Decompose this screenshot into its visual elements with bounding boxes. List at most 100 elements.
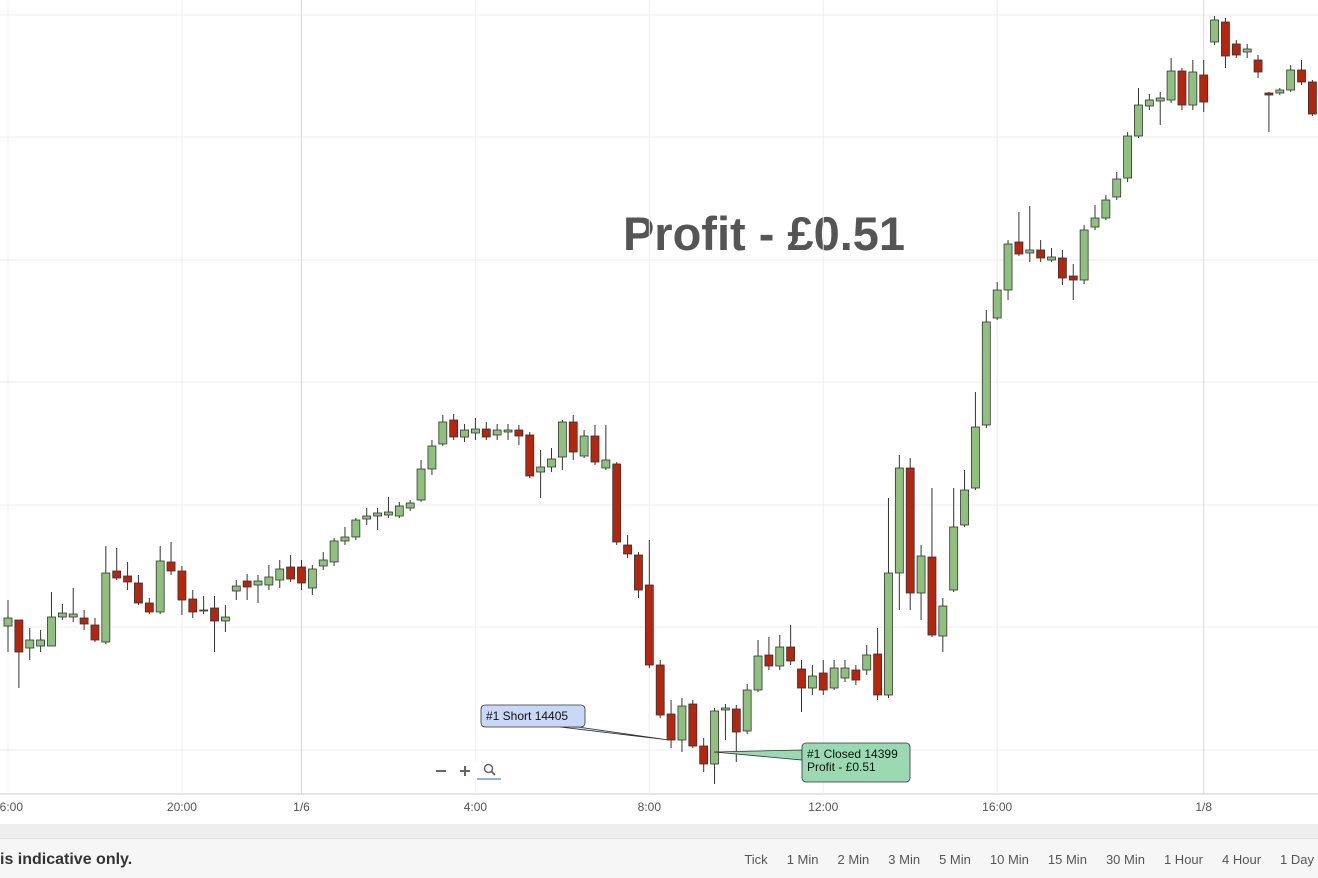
candle-body <box>1155 97 1165 102</box>
timeframe-option[interactable]: 3 Min <box>888 852 921 867</box>
zoom-out-button[interactable] <box>429 761 453 780</box>
candle-body <box>666 713 676 741</box>
timeframe-option[interactable]: 2 Min <box>837 852 870 867</box>
candle-body <box>394 505 404 517</box>
candle-body <box>949 526 959 591</box>
timeframe-option[interactable]: 1 Min <box>786 852 819 867</box>
candle-body <box>960 489 969 526</box>
candle-body <box>655 664 665 716</box>
candle-body <box>123 575 132 583</box>
candle-body <box>710 710 719 765</box>
candle-body <box>634 554 643 591</box>
candle-body <box>807 675 817 689</box>
candle-body <box>731 708 741 733</box>
timeframe-option[interactable]: 4 Hour <box>1222 852 1262 867</box>
timeframe-option[interactable]: 10 Min <box>989 852 1029 867</box>
candle-body <box>1134 104 1143 137</box>
candle-body <box>449 419 459 438</box>
candle-body <box>981 321 991 426</box>
x-tick-label: 8:00 <box>638 800 662 814</box>
x-tick-label: 4:00 <box>464 800 488 814</box>
x-tick-label: 16:00 <box>0 800 23 814</box>
candle-body <box>536 466 546 473</box>
timeframe-option[interactable]: 15 Min <box>1047 852 1087 867</box>
candle-body <box>155 560 165 613</box>
candle-body <box>362 515 372 520</box>
candle-body <box>112 570 122 579</box>
candle-body <box>492 429 502 436</box>
zoom-controls <box>429 761 501 780</box>
candle-body <box>862 654 872 671</box>
candle-body <box>438 421 448 445</box>
candles <box>3 16 1317 784</box>
candle-body <box>1014 241 1024 255</box>
zoom-reset-button[interactable] <box>477 761 501 780</box>
candle-body <box>1144 99 1154 107</box>
candle-body <box>623 544 632 555</box>
magnifier-icon <box>483 763 496 776</box>
candle-body <box>90 624 100 641</box>
annotation-text: #1 Short 14405 <box>486 709 568 723</box>
candle-body <box>612 463 622 543</box>
timeframe-option[interactable]: Tick <box>744 852 768 867</box>
candle-body <box>14 619 24 653</box>
candle-body <box>1068 275 1078 281</box>
candle-body <box>547 458 556 468</box>
candle-body <box>329 540 339 563</box>
candle-body <box>1231 43 1241 56</box>
candle-body <box>297 566 306 584</box>
candle-body <box>742 689 752 732</box>
candle-body <box>471 428 480 434</box>
candle-body <box>1112 178 1122 198</box>
candle-body <box>307 568 317 589</box>
candle-body <box>25 639 35 649</box>
timeframe-option[interactable]: 5 Min <box>939 852 971 867</box>
grid <box>0 14 1318 751</box>
timeframe-option[interactable]: 1 Hour <box>1163 852 1203 867</box>
candle-body <box>1025 249 1035 254</box>
candle-body <box>579 435 589 457</box>
candle-body <box>688 703 698 747</box>
candle-body <box>1101 199 1111 219</box>
candle-body <box>557 421 567 458</box>
candle-body <box>775 646 785 667</box>
candle-body <box>351 519 361 538</box>
annotation-pointer <box>713 749 803 761</box>
candle-body <box>1177 70 1187 106</box>
notice: is indicative only. <box>0 851 133 868</box>
candle-body <box>275 568 285 581</box>
candle-body <box>753 655 763 691</box>
candle-body <box>1199 74 1209 103</box>
candle-body <box>677 705 687 741</box>
candle-body <box>601 459 611 469</box>
x-tick-label: 16:00 <box>982 800 1012 814</box>
zoom-in-button[interactable] <box>453 761 477 780</box>
x-tick-label: 20:00 <box>167 800 197 814</box>
candle-body <box>818 672 828 691</box>
annotation-box <box>801 742 911 783</box>
candle-body <box>79 617 89 625</box>
candle-body <box>1003 243 1013 291</box>
candle-body <box>1057 257 1067 279</box>
candle-body <box>1166 70 1176 101</box>
candle-body <box>764 654 774 667</box>
timeframe-option[interactable]: 1 Day <box>1280 852 1314 867</box>
candle-body <box>894 467 904 574</box>
candle-body <box>1090 217 1100 228</box>
candle-body <box>481 428 491 438</box>
candle-body <box>1036 249 1046 259</box>
annotation-box <box>480 704 586 728</box>
candle-body <box>373 512 382 517</box>
separator <box>0 824 1318 838</box>
candle-body <box>144 602 154 613</box>
timeframe-option[interactable]: 30 Min <box>1105 852 1145 867</box>
annotation-text: Profit - £0.51 <box>807 760 876 774</box>
candle-body <box>264 576 274 586</box>
candle-body <box>253 580 263 586</box>
annotation-text: #1 Closed 14399 <box>807 747 898 761</box>
candle-body <box>101 572 111 643</box>
candle-body <box>286 566 296 580</box>
candle-body <box>971 426 980 489</box>
candle-body <box>242 580 252 588</box>
